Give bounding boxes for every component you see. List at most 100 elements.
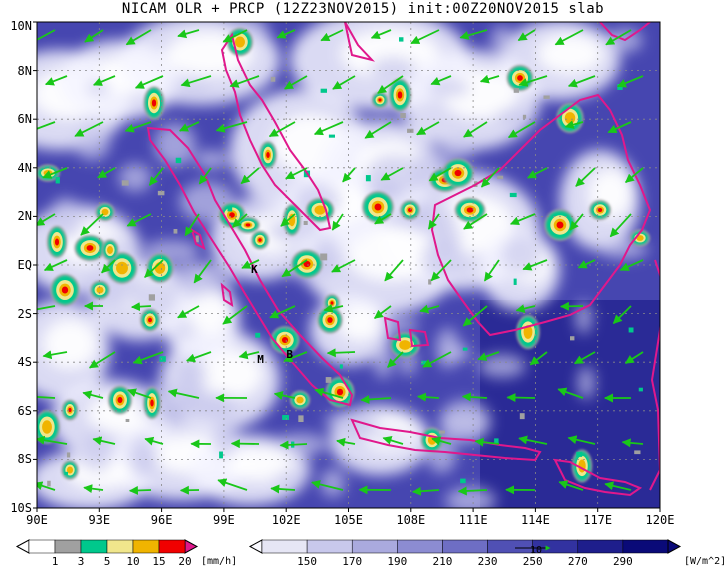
wind-vector [37,305,56,311]
wind-vector [483,259,500,282]
coastlines [146,22,660,497]
wind-vector [518,435,548,445]
prcp-speck [173,229,178,234]
prcp-speck [522,114,527,119]
wind-vector [558,480,584,491]
wind-vector [280,213,296,227]
wind-vector [430,259,452,282]
lon-label: 117E [583,513,613,527]
wind-vector [144,259,164,278]
wind-vector [125,29,152,46]
prcp-cell-15mm [86,245,94,251]
wind-vector [526,167,548,179]
prcp-speck [509,192,517,198]
cloud-core [188,294,232,334]
cloud-core [197,349,263,399]
prcp-speck [407,128,414,133]
prcp-speck [255,332,261,338]
coastline-sulawesi [649,259,660,491]
olr-colorbar-segment [487,539,533,554]
wind-vector [428,167,452,182]
prcp-colorbar-low-arrow [15,539,30,554]
wind-vector [88,351,116,369]
prcp-cell-15mm [374,203,382,211]
prcp-colorbar-segment [54,539,82,554]
prcp-colorbar-segment [132,539,160,554]
prcp-speck [439,430,446,434]
prcp-speck [460,478,466,484]
wind-vector [80,213,104,236]
axis-ticks [33,21,661,512]
prcp-speck [638,387,643,392]
location-marker-m: M [257,352,264,366]
wind-vector [97,167,116,179]
coastline-bali-lombok [553,458,643,497]
wind-vector [84,29,104,43]
wind-vector [180,75,212,88]
wind-vector [387,351,404,368]
prcp-cell-15mm [466,207,474,213]
prcp-speck [399,37,404,42]
wind-vector [459,29,488,40]
wind-vector [43,259,68,271]
olr-colorbar-label: 250 [522,555,543,568]
prcp-speck [303,220,308,225]
prcp-cell-15mm [150,399,154,407]
prcp-cell-15mm [281,337,289,343]
cloud-patch [87,79,109,96]
olr-colorbar-label: 290 [612,555,633,568]
prcp-colorbar-label: 3 [77,555,85,568]
coastline-java [350,418,542,462]
prcp-cell-15mm [378,98,382,102]
vector-reference-label: 10 [530,545,543,556]
prcp-cell-10mm [101,208,109,216]
cloud-patch [168,82,214,95]
prcp-cell-10mm [66,466,74,474]
wind-vector [92,75,116,86]
wind-vector [619,259,644,271]
prcp-speck [148,294,155,301]
wind-vector [314,387,344,399]
wind-vector [83,484,104,494]
prcp-colorbar-segment [158,539,186,554]
wind-vector [273,391,296,400]
wind-vector [616,75,644,88]
prcp-speck [270,76,276,82]
cloud-core [537,34,603,74]
prcp-colorbar-label: 1 [51,555,59,568]
wind-vector [37,481,56,491]
wind-vector [564,120,584,129]
prcp-cell-10mm [564,112,576,124]
prcp-speck [576,451,583,457]
olr-colorbar-segment [622,539,669,554]
wind-vector [529,351,548,366]
prcp-cell-10mm [399,340,411,350]
cloud-core [338,306,382,342]
wind-vector [193,259,212,284]
prcp-cell-15mm [54,238,60,246]
olr-colorbar-high-arrow [667,539,682,554]
wind-vector [238,350,260,360]
wind-vector [567,435,596,445]
olr-colorbar-segment [261,539,308,554]
cloud-patch [478,354,526,378]
olr-colorbar-segment [577,539,624,554]
wind-vector [625,167,644,183]
lat-label: 4N [17,160,32,175]
wind-vector [477,351,500,361]
wind-vector [507,121,536,139]
wind-vector [577,259,596,269]
wind-vector [144,436,164,446]
wind-vector [281,259,308,278]
olr-colorbar-label: 270 [567,555,588,568]
lon-label: 93E [88,513,111,527]
wind-vector [177,305,200,319]
prcp-speck [320,253,328,261]
wind-vector [410,29,440,45]
cloud-patch [177,357,207,396]
wind-vector [384,259,404,282]
prcp-cell-10mm [234,36,246,48]
coastline-belitung [408,328,430,348]
wind-vector [124,121,152,133]
